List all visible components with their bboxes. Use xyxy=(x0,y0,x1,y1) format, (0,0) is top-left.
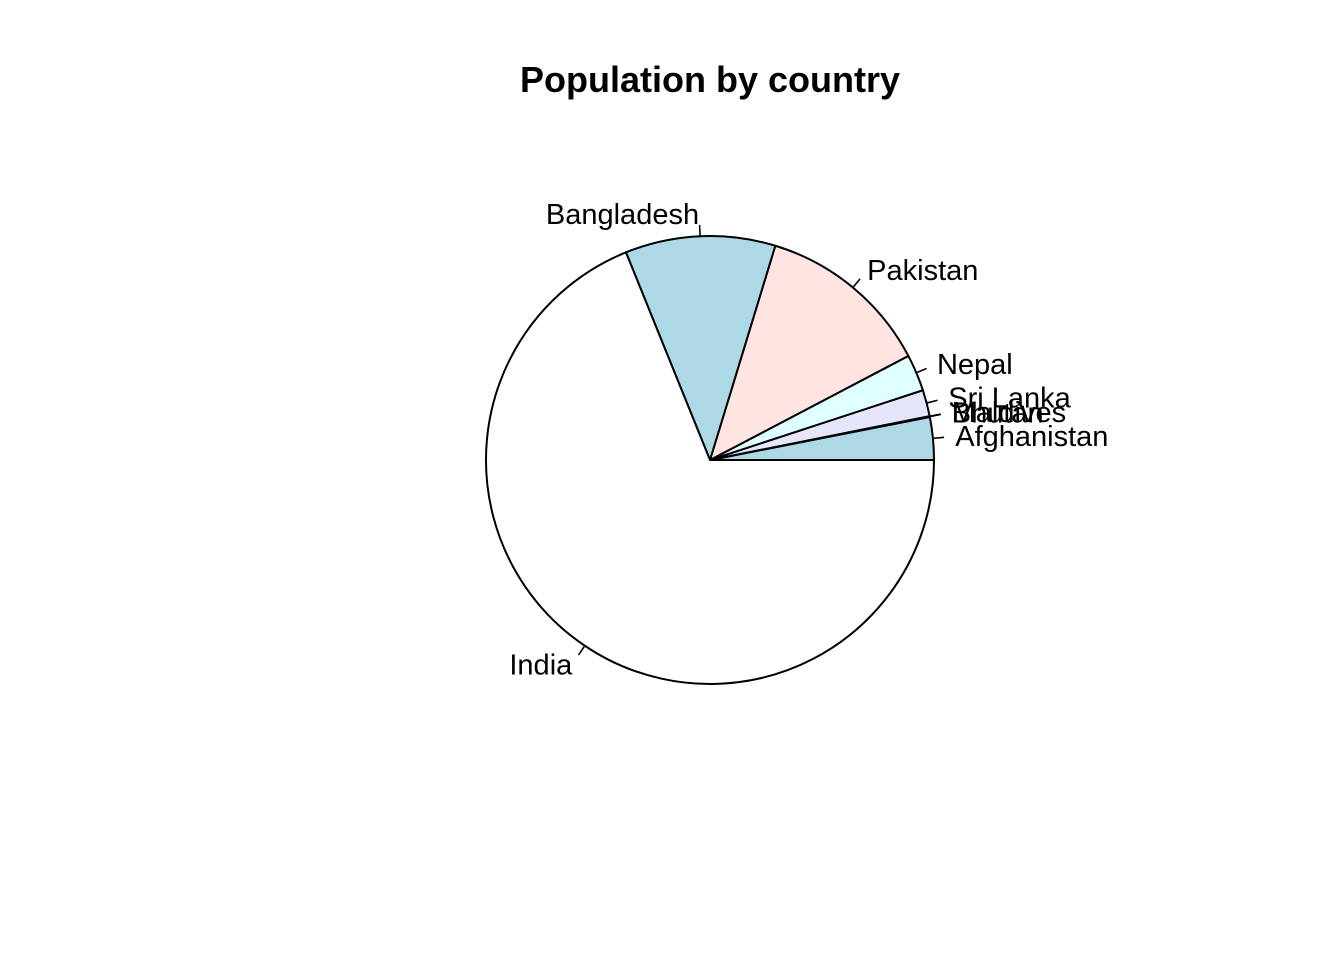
slice-label-bangladesh: Bangladesh xyxy=(546,199,699,231)
slice-label-afghanistan: Afghanistan xyxy=(955,421,1108,453)
slice-india xyxy=(485,251,936,685)
slice-tick-india xyxy=(577,645,586,656)
slice-tick-bangladesh xyxy=(698,224,701,237)
slice-bangladesh xyxy=(624,235,777,463)
slice-label-pakistan: Pakistan xyxy=(867,255,978,287)
slice-label-maldives: Maldives xyxy=(952,397,1066,429)
slice-tick-nepal xyxy=(916,367,927,374)
slice-tick-maldives xyxy=(929,413,941,418)
slice-tick-sri-lanka xyxy=(926,399,938,404)
slice-tick-pakistan xyxy=(852,278,861,289)
slice-label-sri-lanka: Sri Lanka xyxy=(948,382,1071,414)
slice-label-india: India xyxy=(509,649,573,681)
chart-title: Population by country xyxy=(520,59,900,100)
slice-tick-afghanistan xyxy=(932,436,945,440)
slice-label-nepal: Nepal xyxy=(937,349,1013,381)
pie-slices xyxy=(485,235,936,685)
slice-label-bhutan: Bhutan xyxy=(952,397,1044,429)
